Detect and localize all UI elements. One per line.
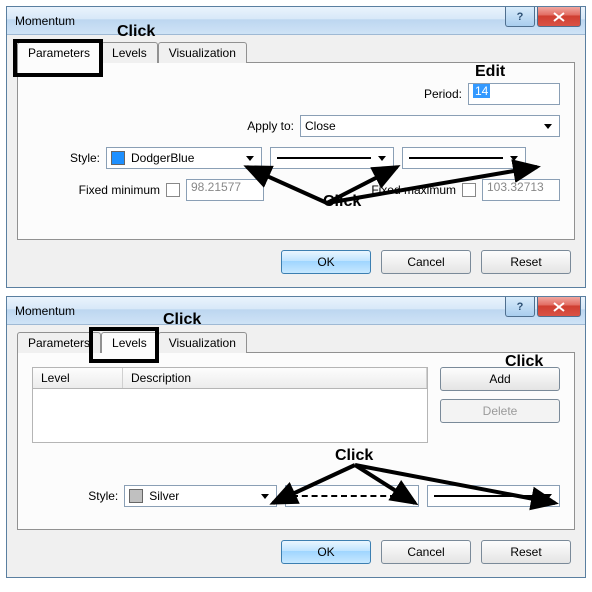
color-swatch-icon [129, 489, 143, 503]
fixed-max-input[interactable]: 103.32713 [482, 179, 560, 201]
style-width-select[interactable] [427, 485, 560, 507]
period-value: 14 [473, 84, 490, 98]
reset-button[interactable]: Reset [481, 540, 571, 564]
line-style-preview [277, 157, 371, 159]
tab-bar: Parameters Levels Visualization [17, 41, 575, 62]
fixed-min-checkbox[interactable] [166, 183, 180, 197]
tab-levels[interactable]: Levels [101, 42, 158, 63]
chevron-down-icon [505, 148, 523, 168]
window-buttons: ? [505, 297, 585, 324]
tab-levels[interactable]: Levels [101, 332, 158, 353]
style-color-name: DodgerBlue [131, 151, 194, 165]
fixed-min-input[interactable]: 98.21577 [186, 179, 264, 201]
reset-button[interactable]: Reset [481, 250, 571, 274]
chevron-down-icon [241, 148, 259, 168]
delete-button[interactable]: Delete [440, 399, 560, 423]
close-button[interactable] [537, 7, 581, 27]
line-width-preview [434, 495, 537, 497]
ok-button[interactable]: OK [281, 540, 371, 564]
chevron-down-icon [539, 116, 557, 136]
titlebar: Momentum ? [7, 297, 585, 325]
fixed-max-checkbox[interactable] [462, 183, 476, 197]
fixed-max-label: Fixed maximum [371, 183, 456, 197]
col-description: Description [123, 368, 427, 388]
dialog-body: Parameters Levels Visualization Level De… [7, 325, 585, 576]
style-width-select[interactable] [402, 147, 526, 169]
titlebar: Momentum ? [7, 7, 585, 35]
cancel-button[interactable]: Cancel [381, 250, 471, 274]
dialog-body: Parameters Levels Visualization Period: … [7, 35, 585, 286]
period-input[interactable]: 14 [468, 83, 560, 105]
window-title: Momentum [15, 304, 505, 318]
chevron-down-icon [373, 148, 391, 168]
tab-bar: Parameters Levels Visualization [17, 331, 575, 352]
tab-parameters[interactable]: Parameters [17, 42, 101, 63]
window-title: Momentum [15, 14, 505, 28]
style-color-select[interactable]: Silver [124, 485, 277, 507]
style-color-name: Silver [149, 489, 179, 503]
apply-to-value: Close [305, 119, 336, 133]
ok-button[interactable]: OK [281, 250, 371, 274]
apply-to-label: Apply to: [247, 119, 294, 133]
tab-visualization[interactable]: Visualization [158, 332, 247, 353]
line-width-preview [409, 157, 503, 159]
cancel-button[interactable]: Cancel [381, 540, 471, 564]
color-swatch-icon [111, 151, 125, 165]
style-line-select[interactable] [270, 147, 394, 169]
window-buttons: ? [505, 7, 585, 34]
tab-visualization[interactable]: Visualization [158, 42, 247, 63]
fixed-min-label: Fixed minimum [32, 183, 160, 197]
dialog-parameters: Momentum ? Parameters Levels Visualizati… [6, 6, 586, 288]
col-level: Level [33, 368, 123, 388]
chevron-down-icon [398, 486, 416, 506]
levels-list[interactable] [32, 389, 428, 443]
dialog-levels: Momentum ? Parameters Levels Visualizati… [6, 296, 586, 578]
button-row: OK Cancel Reset [17, 240, 575, 276]
apply-to-select[interactable]: Close [300, 115, 560, 137]
tab-panel-parameters: Period: 14 Apply to: Close Style: Dodger… [17, 62, 575, 240]
help-button[interactable]: ? [505, 297, 535, 317]
tab-panel-levels: Level Description Add Delete Style: Silv… [17, 352, 575, 530]
add-button[interactable]: Add [440, 367, 560, 391]
help-button[interactable]: ? [505, 7, 535, 27]
style-label: Style: [32, 489, 118, 503]
chevron-down-icon [256, 486, 274, 506]
style-line-select[interactable] [285, 485, 418, 507]
style-color-select[interactable]: DodgerBlue [106, 147, 262, 169]
style-label: Style: [32, 151, 100, 165]
line-style-preview [292, 495, 395, 497]
chevron-down-icon [539, 486, 557, 506]
period-label: Period: [424, 87, 462, 101]
levels-list-header: Level Description [32, 367, 428, 389]
tab-parameters[interactable]: Parameters [17, 332, 101, 353]
close-button[interactable] [537, 297, 581, 317]
button-row: OK Cancel Reset [17, 530, 575, 566]
